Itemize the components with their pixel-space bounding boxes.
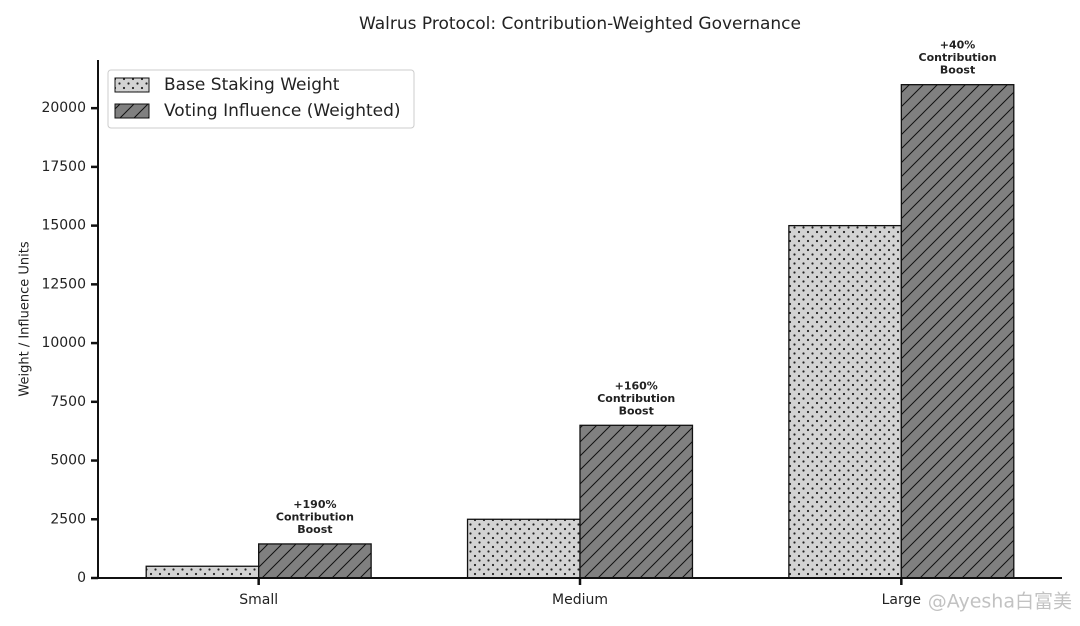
- y-tick-label: 10000: [41, 335, 86, 351]
- y-axis-label: Weight / Influence Units: [18, 241, 33, 396]
- legend-swatch-hatch: [114, 103, 150, 119]
- y-tick-label: 17500: [41, 159, 86, 175]
- y-tick-label: 12500: [41, 276, 86, 292]
- legend-swatch-hatch: [114, 77, 150, 93]
- bar-hatch: [900, 84, 1015, 579]
- legend-label: Voting Influence (Weighted): [164, 101, 401, 121]
- y-tick-label: 2500: [50, 511, 86, 527]
- annotation: Boost: [297, 523, 332, 536]
- bar-hatch: [788, 224, 902, 579]
- x-tick-label: Small: [239, 592, 278, 608]
- chart-title: Walrus Protocol: Contribution-Weighted G…: [359, 14, 801, 34]
- y-tick-label: 7500: [50, 394, 86, 410]
- y-tick-label: 15000: [41, 218, 86, 234]
- annotation: Contribution: [919, 51, 997, 64]
- y-tick-label: 20000: [41, 100, 86, 116]
- x-tick-label: Large: [882, 592, 921, 608]
- legend-label: Base Staking Weight: [164, 75, 340, 95]
- y-tick-label: 5000: [50, 453, 86, 469]
- bar-hatch: [145, 565, 260, 579]
- x-tick-label: Medium: [552, 592, 608, 608]
- bar-hatch: [258, 543, 372, 579]
- legend-box: [107, 69, 415, 129]
- y-tick-label: 0: [77, 570, 86, 586]
- annotation: +160%: [615, 379, 658, 392]
- bar-hatch: [466, 518, 581, 579]
- bar-hatch: [579, 424, 694, 579]
- annotation: +190%: [293, 498, 336, 511]
- annotation: Boost: [940, 64, 975, 77]
- annotation: Contribution: [597, 392, 675, 405]
- annotation: +40%: [940, 39, 976, 52]
- annotation: Contribution: [276, 510, 354, 523]
- annotation: Boost: [619, 404, 654, 417]
- watermark: @Ayesha白富美: [928, 591, 1072, 613]
